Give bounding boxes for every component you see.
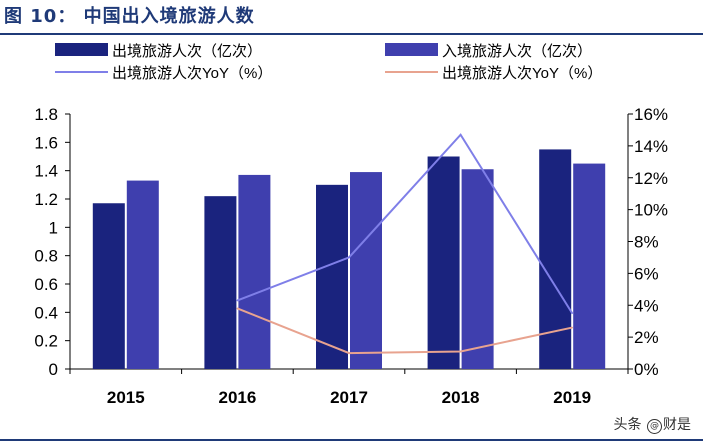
legend-label-1: 入境旅游人次（亿次） bbox=[442, 42, 592, 60]
legend-label-0: 出境旅游人次（亿次） bbox=[112, 42, 262, 60]
right-tick-label: 16% bbox=[634, 105, 668, 124]
x-tick-label: 2018 bbox=[442, 388, 480, 407]
bar-series-0-2015 bbox=[92, 203, 125, 369]
x-tick-label: 2016 bbox=[218, 388, 256, 407]
right-tick-label: 12% bbox=[634, 169, 668, 188]
bar-series-0-2018 bbox=[427, 156, 460, 369]
right-tick-label: 14% bbox=[634, 137, 668, 156]
title-divider bbox=[0, 33, 703, 35]
right-tick-label: 8% bbox=[634, 233, 659, 252]
left-tick-label: 0.8 bbox=[34, 247, 58, 266]
line-series-2 bbox=[237, 133, 574, 314]
left-tick-label: 0.2 bbox=[34, 332, 58, 351]
line-point-2-1 bbox=[348, 256, 350, 259]
legend-label-2: 出境旅游人次YoY（%） bbox=[112, 64, 272, 82]
left-tick-label: 1.6 bbox=[34, 133, 58, 152]
left-tick-label: 1.8 bbox=[34, 105, 58, 124]
watermark-prefix: 头条 bbox=[613, 417, 642, 433]
line-point-2-2 bbox=[459, 133, 462, 136]
left-tick-label: 0 bbox=[49, 360, 58, 379]
right-tick-label: 6% bbox=[634, 264, 659, 283]
line-point-3-2 bbox=[459, 350, 462, 353]
line-point-3-1 bbox=[348, 352, 350, 354]
bar-series-1-2019 bbox=[573, 163, 606, 369]
bar-series-1-2016 bbox=[238, 174, 271, 369]
figure-title: 图 10： 中国出入境旅游人数 bbox=[4, 6, 255, 27]
right-tick-label: 0% bbox=[634, 360, 659, 379]
bar-series-1-2018 bbox=[461, 169, 494, 369]
line-point-3-0 bbox=[236, 307, 239, 310]
at-icon: @ bbox=[647, 419, 662, 434]
line-point-2-0 bbox=[236, 299, 239, 302]
bar-series-0-2017 bbox=[316, 184, 348, 369]
right-tick-label: 10% bbox=[634, 201, 668, 220]
line-point-3-3 bbox=[571, 326, 573, 329]
left-tick-label: 1.2 bbox=[34, 190, 58, 209]
watermark: 头条 @ 财是 bbox=[614, 414, 691, 434]
line-series-3 bbox=[237, 307, 573, 355]
watermark-handle: 财是 bbox=[663, 417, 691, 433]
bar-series-0-2019 bbox=[539, 149, 572, 369]
x-tick-label: 2017 bbox=[330, 388, 368, 407]
left-tick-label: 1.4 bbox=[34, 162, 58, 181]
left-tick-label: 0.4 bbox=[34, 303, 58, 322]
left-tick-label: 0.6 bbox=[34, 275, 58, 294]
left-tick-label: 1 bbox=[49, 218, 58, 237]
legend-swatch-0 bbox=[55, 43, 108, 56]
right-tick-label: 2% bbox=[634, 328, 659, 347]
line-point-2-3 bbox=[571, 312, 573, 315]
bar-series-1-2017 bbox=[350, 172, 382, 369]
x-tick-label: 2015 bbox=[107, 388, 145, 407]
bar-series-1-2015 bbox=[126, 180, 159, 369]
bottom-divider bbox=[0, 439, 703, 441]
bar-series-0-2016 bbox=[204, 196, 237, 369]
right-tick-label: 4% bbox=[634, 296, 659, 315]
legend-label-3: 出境旅游人次YoY（%） bbox=[442, 64, 602, 82]
legend-swatch-1 bbox=[385, 43, 438, 56]
x-tick-label: 2019 bbox=[553, 388, 591, 407]
